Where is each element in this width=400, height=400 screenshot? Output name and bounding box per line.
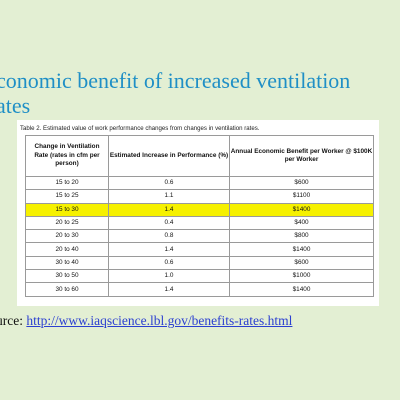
cell-performance-increase: 1.4 (108, 202, 230, 217)
cell-economic-benefit: $600 (229, 255, 374, 271)
table-header-row: Change in Ventilation Rate (rates in cfm… (25, 135, 374, 177)
header-ventilation-rate: Change in Ventilation Rate (rates in cfm… (25, 135, 109, 177)
source-label: urce: (0, 313, 23, 328)
cell-economic-benefit: $1400 (229, 202, 374, 217)
table-row-highlighted: 15 to 30 1.4 $1400 (25, 202, 374, 217)
source-link[interactable]: http://www.iaqscience.lbl.gov/benefits-r… (26, 313, 293, 328)
cell-economic-benefit: $1000 (229, 269, 374, 284)
title-line-1: conomic benefit of increased ventilation (0, 68, 351, 93)
table-caption: Table 2. Estimated value of work perform… (20, 125, 260, 132)
cell-rate-change: 30 to 40 (25, 255, 109, 271)
table-row: 15 to 20 0.6 $600 (25, 175, 374, 191)
cell-rate-change: 30 to 50 (25, 269, 109, 284)
cell-rate-change: 15 to 25 (25, 189, 109, 204)
table-image-panel: Table 2. Estimated value of work perform… (17, 120, 379, 306)
cell-rate-change: 20 to 40 (25, 242, 109, 257)
cell-economic-benefit: $1100 (229, 189, 374, 204)
header-economic-benefit: Annual Economic Benefit per Worker @ $10… (229, 135, 374, 177)
cell-rate-change: 15 to 30 (25, 202, 109, 217)
table-row: 20 to 25 0.4 $400 (25, 215, 374, 231)
table-row: 20 to 40 1.4 $1400 (25, 242, 374, 257)
cell-rate-change: 20 to 25 (25, 215, 109, 231)
cell-performance-increase: 1.4 (108, 242, 230, 257)
cell-performance-increase: 1.1 (108, 189, 230, 204)
cell-economic-benefit: $600 (229, 175, 374, 191)
table-row: 30 to 60 1.4 $1400 (25, 282, 374, 297)
table-row: 15 to 25 1.1 $1100 (25, 189, 374, 204)
cell-performance-increase: 0.6 (108, 175, 230, 191)
cell-performance-increase: 0.8 (108, 229, 230, 244)
source-line: urce: http://www.iaqscience.lbl.gov/bene… (0, 313, 400, 329)
table-body: 15 to 20 0.6 $600 15 to 25 1.1 $1100 15 to 30 1… (25, 175, 374, 297)
cell-economic-benefit: $1400 (229, 242, 374, 257)
header-performance-increase: Estimated Increase in Performance (%) (108, 135, 230, 177)
title-line-2: ates (0, 93, 31, 118)
table-row: 30 to 40 0.6 $600 (25, 255, 374, 271)
cell-economic-benefit: $400 (229, 215, 374, 231)
cell-performance-increase: 1.4 (108, 282, 230, 297)
cell-rate-change: 30 to 60 (25, 282, 109, 297)
ventilation-benefit-table: Change in Ventilation Rate (rates in cfm… (25, 135, 374, 297)
slide-title: conomic benefit of increased ventilation… (0, 68, 400, 118)
cell-rate-change: 20 to 30 (25, 229, 109, 244)
cell-rate-change: 15 to 20 (25, 175, 109, 191)
cell-performance-increase: 1.0 (108, 269, 230, 284)
cell-performance-increase: 0.6 (108, 255, 230, 271)
table-row: 30 to 50 1.0 $1000 (25, 269, 374, 284)
cell-economic-benefit: $800 (229, 229, 374, 244)
cell-economic-benefit: $1400 (229, 282, 374, 297)
table-row: 20 to 30 0.8 $800 (25, 229, 374, 244)
cell-performance-increase: 0.4 (108, 215, 230, 231)
